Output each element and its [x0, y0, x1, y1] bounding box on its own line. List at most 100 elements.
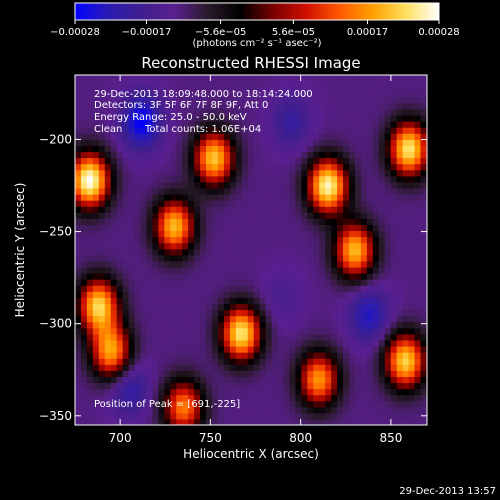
heatmap-cell — [152, 127, 159, 134]
heatmap-cell — [289, 279, 297, 286]
heatmap-cell — [390, 291, 398, 298]
heatmap-cell — [223, 108, 231, 116]
heatmap-cell — [360, 254, 368, 262]
heatmap-cell — [277, 218, 285, 225]
heatmap-cell — [86, 96, 94, 104]
heatmap-cell — [420, 114, 427, 122]
heatmap-cell — [319, 236, 326, 244]
heatmap-cell — [343, 75, 350, 80]
heatmap-cell — [128, 273, 136, 280]
heatmap-cell — [122, 181, 130, 189]
heatmap-cell — [116, 382, 124, 390]
heatmap-cell — [343, 242, 350, 250]
heatmap-cell — [86, 248, 94, 256]
heatmap-cell — [194, 75, 201, 80]
heatmap-cell — [313, 169, 320, 177]
heatmap-cell — [140, 187, 148, 195]
heatmap-cell — [331, 388, 338, 396]
heatmap-cell — [86, 224, 94, 232]
heatmap-cell — [289, 151, 297, 159]
heatmap-cell — [235, 151, 243, 159]
heatmap-cell — [271, 181, 279, 189]
heatmap-cell — [176, 327, 183, 335]
heatmap-cell — [86, 400, 94, 408]
heatmap-cell — [146, 218, 154, 225]
heatmap-cell — [325, 108, 332, 116]
heatmap-cell — [188, 382, 195, 390]
heatmap-cell — [86, 200, 94, 207]
heatmap-cell — [349, 345, 356, 353]
heatmap-cell — [331, 96, 338, 104]
heatmap-cell — [164, 200, 171, 207]
heatmap-cell — [283, 333, 291, 341]
heatmap-cell — [170, 382, 177, 390]
heatmap-cell — [301, 78, 308, 86]
heatmap-cell — [75, 254, 82, 262]
heatmap-cell — [372, 254, 380, 262]
heatmap-cell — [229, 273, 237, 280]
heatmap-cell — [86, 260, 94, 268]
colorbar: −0.00028 −0.00017 −5.6e−05 5.6e−05 0.00017 0.… — [50, 2, 460, 49]
heatmap-cell — [110, 75, 118, 80]
heatmap-cell — [212, 333, 219, 341]
heatmap-cell — [98, 254, 106, 262]
heatmap-cell — [390, 364, 398, 371]
heatmap-cell — [194, 133, 201, 140]
heatmap-cell — [384, 418, 392, 425]
heatmap-cell — [301, 418, 308, 425]
heatmap-cell — [289, 121, 297, 128]
heatmap-cell — [283, 309, 291, 317]
heatmap-cell — [176, 315, 183, 323]
heatmap-cell — [396, 194, 404, 201]
heatmap-cell — [259, 145, 267, 153]
heatmap-cell — [134, 400, 142, 408]
heatmap-cell — [98, 376, 106, 384]
heatmap-cell — [110, 133, 118, 140]
heatmap-cell — [337, 297, 344, 305]
heatmap-cell — [86, 194, 94, 201]
heatmap-cell — [86, 114, 94, 122]
heatmap-cell — [194, 212, 201, 219]
heatmap-cell — [384, 230, 392, 238]
heatmap-cell — [182, 376, 189, 384]
heatmap-cell — [104, 236, 112, 244]
heatmap-cell — [146, 370, 154, 377]
heatmap-cell — [277, 90, 285, 98]
heatmap-cell — [301, 339, 308, 347]
heatmap-cell — [134, 224, 142, 232]
heatmap-cell — [110, 163, 118, 171]
heatmap-cell — [217, 406, 225, 414]
heatmap-cell — [253, 309, 261, 317]
heatmap-cell — [289, 352, 297, 359]
heatmap-cell — [194, 114, 201, 122]
heatmap-cell — [384, 291, 392, 298]
heatmap-cell — [200, 218, 207, 225]
heatmap-cell — [152, 388, 159, 396]
heatmap-cell — [378, 139, 386, 146]
heatmap-cell — [396, 96, 404, 104]
heatmap-cell — [241, 260, 249, 268]
heatmap-cell — [247, 279, 255, 286]
heatmap-cell — [360, 187, 368, 195]
heatmap-cell — [152, 133, 159, 140]
heatmap-cell — [331, 224, 338, 232]
heatmap-cell — [116, 248, 124, 256]
heatmap-cell — [283, 121, 291, 128]
heatmap-cell — [313, 260, 320, 268]
heatmap-cell — [360, 418, 368, 425]
heatmap-cell — [360, 388, 368, 396]
heatmap-cell — [176, 358, 183, 365]
heatmap-cell — [313, 364, 320, 371]
heatmap-cell — [295, 175, 302, 183]
heatmap-cell — [343, 90, 350, 98]
heatmap-cell — [301, 406, 308, 414]
heatmap-cell — [319, 75, 326, 80]
heatmap-cell — [80, 266, 88, 274]
heatmap-cell — [289, 102, 297, 110]
heatmap-cell — [176, 376, 183, 384]
heatmap-cell — [86, 145, 94, 153]
heatmap-cell — [354, 236, 362, 244]
heatmap-cell — [182, 345, 189, 353]
peak-position-text: Position of Peak = [691,-225] — [94, 399, 240, 410]
heatmap-cell — [378, 339, 386, 347]
